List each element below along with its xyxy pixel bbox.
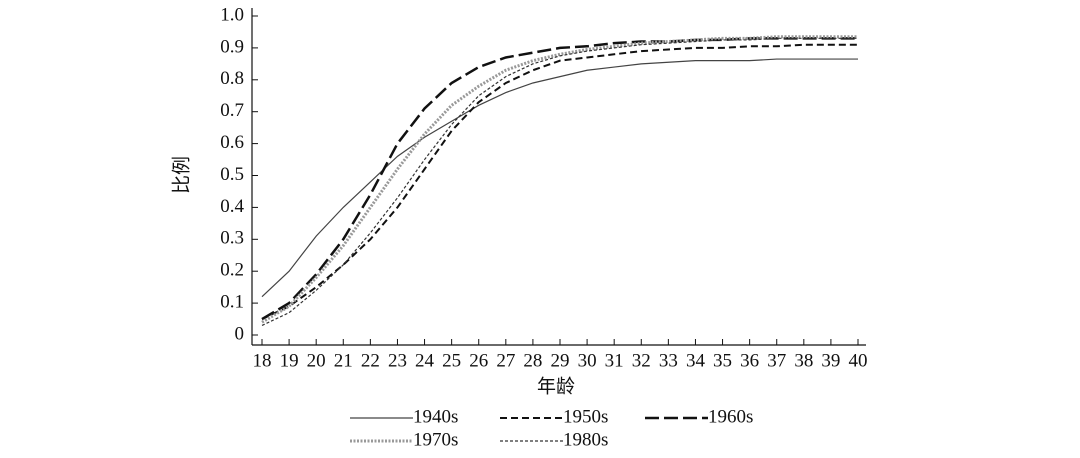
x-tick-label: 19 — [280, 350, 299, 371]
y-tick-label: 0.3 — [220, 228, 244, 249]
x-tick-label: 33 — [659, 350, 678, 371]
x-tick-label: 37 — [767, 350, 786, 371]
y-tick-label: 0.2 — [220, 260, 244, 281]
x-tick-label: 24 — [415, 350, 435, 371]
x-tick-label: 27 — [496, 350, 515, 371]
x-tick-label: 26 — [469, 350, 488, 371]
x-tick-label: 35 — [713, 350, 732, 371]
y-tick-label: 0.7 — [220, 100, 244, 121]
x-tick-label: 32 — [632, 350, 651, 371]
x-tick-label: 25 — [442, 350, 461, 371]
line-series — [261, 43, 858, 320]
y-tick-label: 1.0 — [220, 4, 244, 25]
x-tick-label: 21 — [334, 350, 353, 371]
legend-label: 1940s — [413, 406, 458, 427]
x-tick-label: 20 — [307, 350, 326, 371]
x-tick-label: 28 — [523, 350, 542, 371]
legend-label: 1950s — [563, 406, 608, 427]
x-tick-label: 36 — [740, 350, 759, 371]
x-tick-label: 22 — [361, 350, 380, 371]
y-axis-title: 比例 — [170, 156, 192, 194]
y-tick-label: 0.8 — [220, 68, 244, 89]
y-tick-label: 0.1 — [220, 291, 244, 312]
y-tick-label: 0.5 — [220, 164, 244, 185]
line-series — [261, 37, 858, 321]
y-tick-label: 0.9 — [220, 36, 244, 57]
x-tick-label: 18 — [253, 350, 272, 371]
x-tick-label: 38 — [794, 350, 813, 371]
x-tick-label: 31 — [605, 350, 624, 371]
x-tick-label: 34 — [686, 350, 706, 371]
x-tick-label: 30 — [578, 350, 597, 371]
legend-label: 1960s — [708, 406, 753, 427]
y-tick-label: 0.6 — [220, 132, 244, 153]
x-tick-label: 29 — [551, 350, 570, 371]
line-series — [261, 37, 858, 326]
y-tick-label: 0 — [235, 323, 245, 344]
x-tick-label: 39 — [821, 350, 840, 371]
x-tick-label: 40 — [849, 350, 868, 371]
x-axis-title: 年龄 — [537, 375, 575, 397]
legend-label: 1970s — [413, 429, 458, 450]
x-tick-label: 23 — [388, 350, 407, 371]
line-series — [261, 58, 858, 298]
y-tick-label: 0.4 — [220, 196, 244, 217]
line-series — [261, 35, 858, 324]
legend-label: 1980s — [563, 429, 608, 450]
